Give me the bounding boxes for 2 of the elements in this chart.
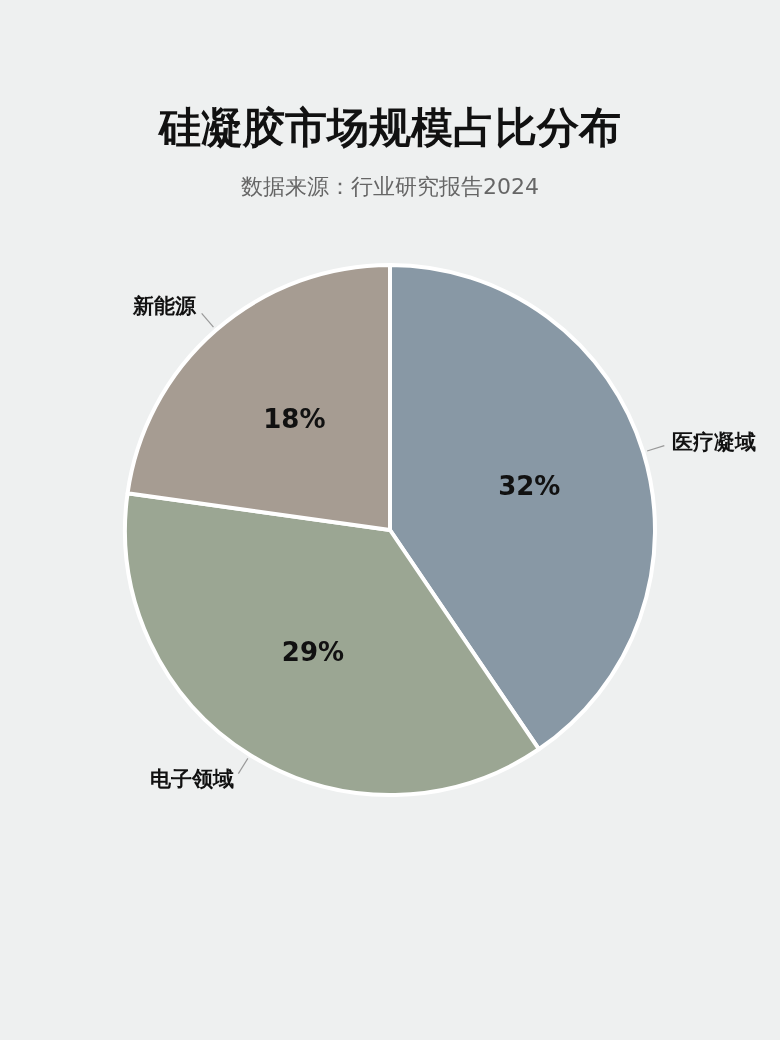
title: 硅凝胶市场规模占比分布: [159, 102, 621, 152]
subtitle: 数据来源：行业研究报告2024: [241, 174, 539, 199]
